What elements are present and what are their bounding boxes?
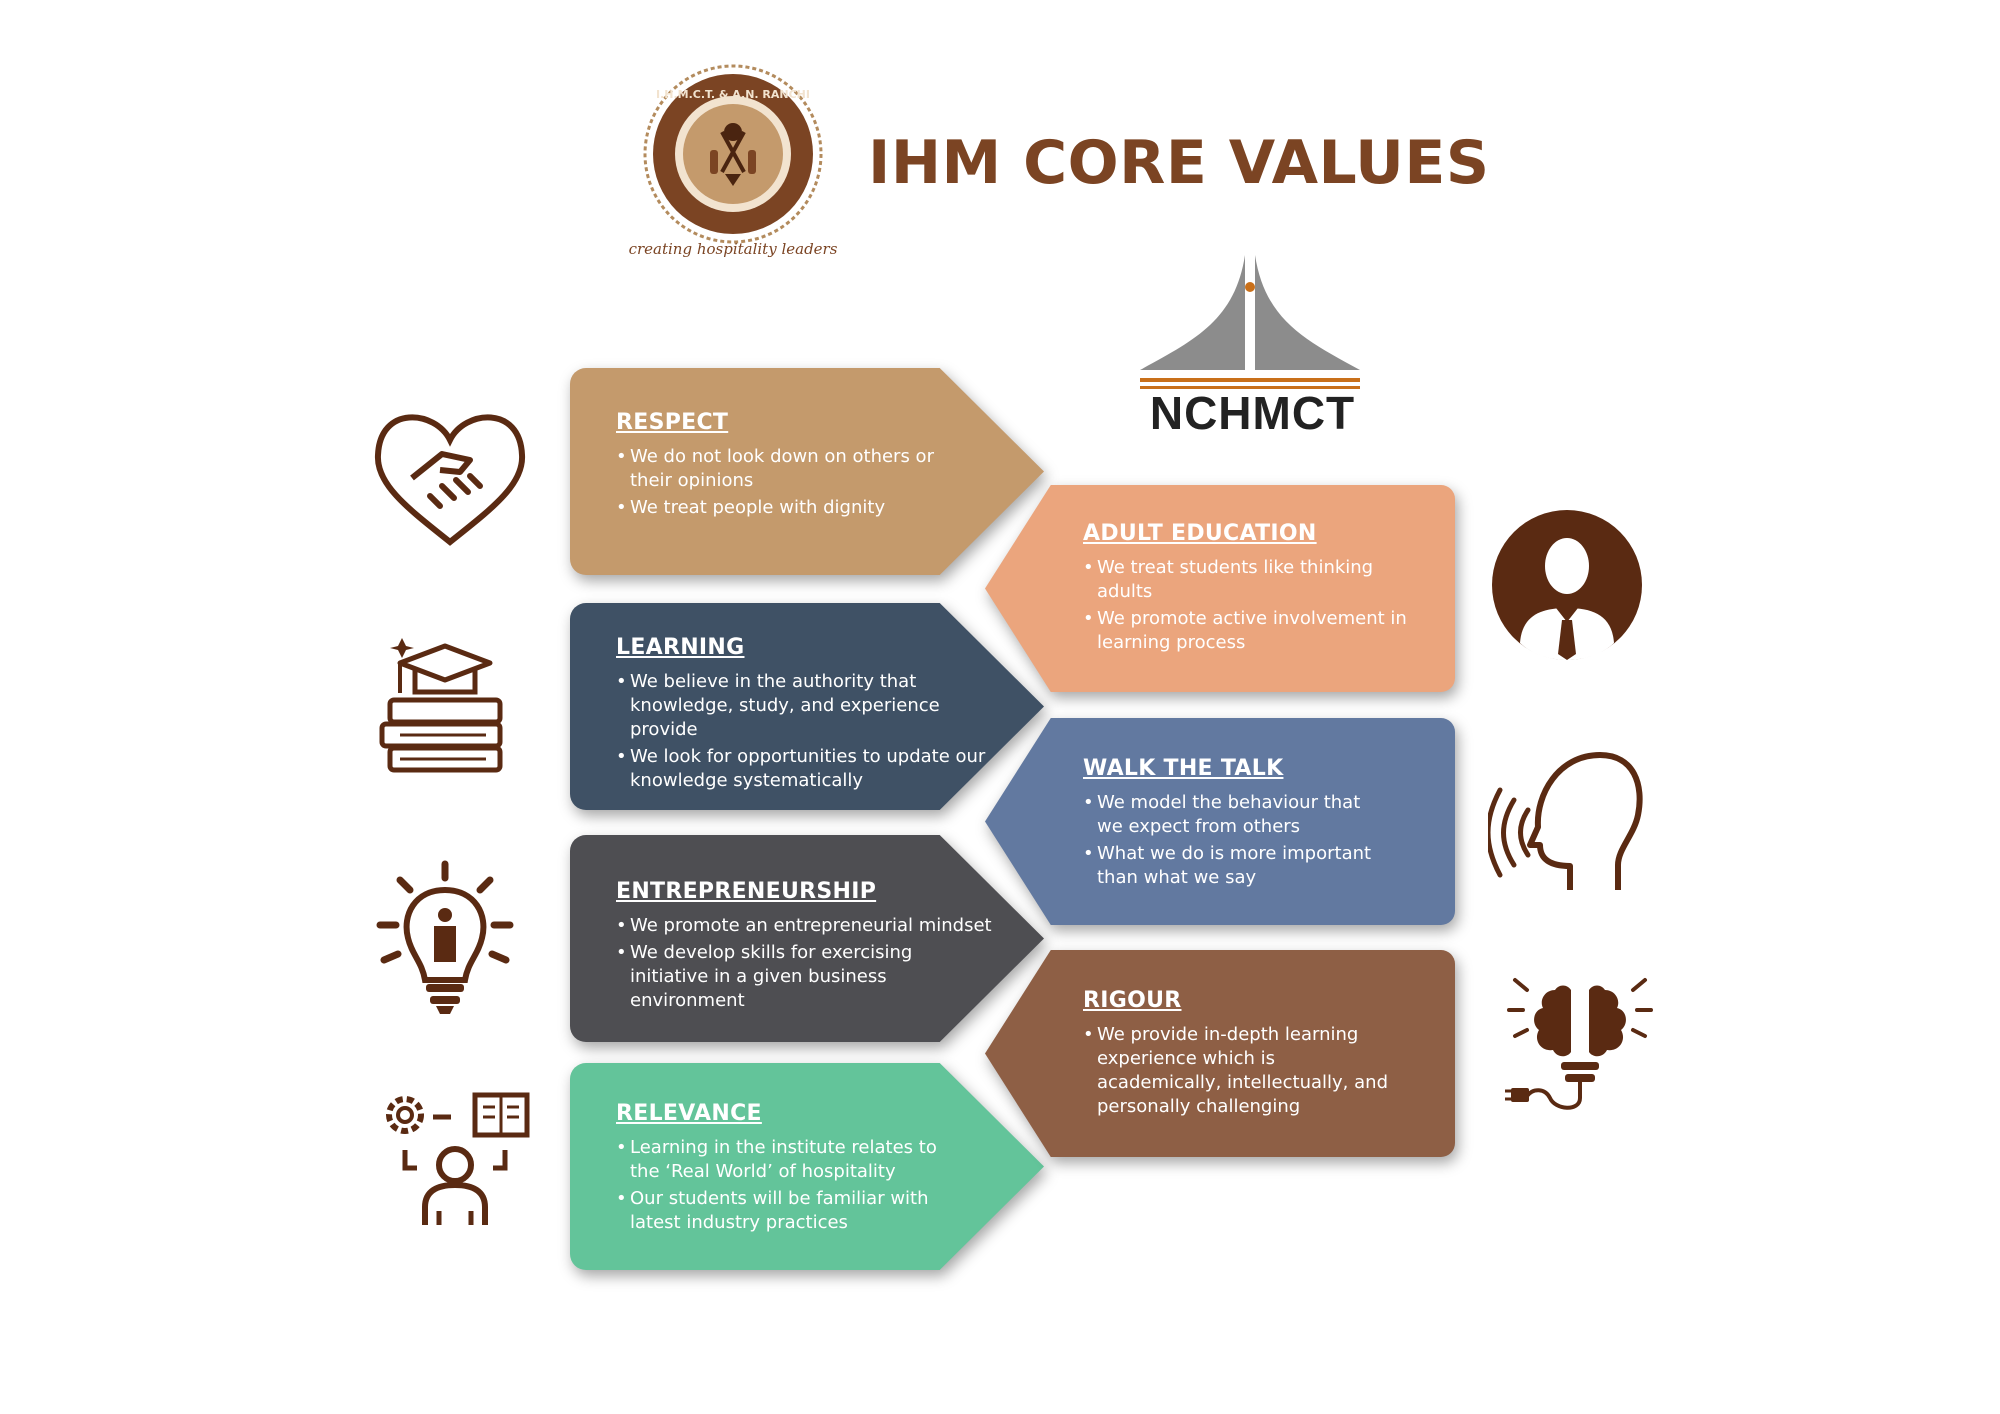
value-title: ENTREPRENEURSHIP bbox=[616, 879, 877, 904]
page-title: IHM CORE VALUES bbox=[868, 128, 1490, 198]
value-bullet: We provide in-depth learning experience … bbox=[1083, 1023, 1403, 1119]
value-bullet: We believe in the authority that knowled… bbox=[616, 670, 996, 742]
value-title: RIGOUR bbox=[1083, 988, 1182, 1013]
value-card-entrepreneurship: ENTREPRENEURSHIP We promote an entrepren… bbox=[570, 835, 1044, 1042]
value-bullet: We model the behaviour that we expect fr… bbox=[1083, 791, 1383, 839]
value-bullet: We treat students like thinking adults bbox=[1083, 556, 1423, 604]
brain-bulb-icon bbox=[1505, 978, 1653, 1110]
value-card-respect: RESPECT We do not look down on others or… bbox=[570, 368, 1044, 575]
value-title: WALK THE TALK bbox=[1083, 756, 1284, 781]
value-title: RELEVANCE bbox=[616, 1101, 762, 1126]
value-title: ADULT EDUCATION bbox=[1083, 521, 1317, 546]
value-bullet: Our students will be familiar with lates… bbox=[616, 1187, 946, 1235]
value-bullet: We do not look down on others or their o… bbox=[616, 445, 936, 493]
value-card-adult-education: ADULT EDUCATION We treat students like t… bbox=[985, 485, 1455, 692]
logo-tagline: creating hospitality leaders bbox=[628, 240, 838, 258]
value-card-learning: LEARNING We believe in the authority tha… bbox=[570, 603, 1044, 810]
value-bullet: We promote active involvement in learnin… bbox=[1083, 607, 1423, 655]
value-card-walk-the-talk: WALK THE TALK We model the behaviour tha… bbox=[985, 718, 1455, 925]
value-title: RESPECT bbox=[616, 410, 729, 435]
value-bullet: We develop skills for exercising initiat… bbox=[616, 941, 996, 1013]
handshake-heart-icon bbox=[374, 414, 526, 546]
ihm-ranchi-logo: I.H.M.C.T. & A.N. RANCHI bbox=[643, 64, 823, 244]
value-bullet: We look for opportunities to update our … bbox=[616, 745, 996, 793]
value-card-relevance: RELEVANCE Learning in the institute rela… bbox=[570, 1063, 1044, 1270]
value-title: LEARNING bbox=[616, 635, 745, 660]
value-bullet: We treat people with dignity bbox=[616, 496, 936, 520]
nchmct-logo bbox=[1140, 255, 1360, 389]
person-gear-book-icon bbox=[386, 1092, 530, 1225]
nchmct-logo-text: NCHMCT bbox=[1149, 387, 1356, 439]
logo-ring-text: I.H.M.C.T. & A.N. RANCHI bbox=[656, 88, 810, 101]
lightbulb-person-icon bbox=[376, 860, 514, 1014]
value-bullet: What we do is more important than what w… bbox=[1083, 842, 1383, 890]
speaking-head-icon bbox=[1488, 752, 1643, 890]
businessman-avatar-icon bbox=[1492, 510, 1642, 660]
value-bullet: We promote an entrepreneurial mindset bbox=[616, 914, 996, 938]
value-bullet: Learning in the institute relates to the… bbox=[616, 1136, 946, 1184]
value-card-rigour: RIGOUR We provide in-depth learning expe… bbox=[985, 950, 1455, 1157]
graduation-books-icon bbox=[379, 638, 503, 773]
